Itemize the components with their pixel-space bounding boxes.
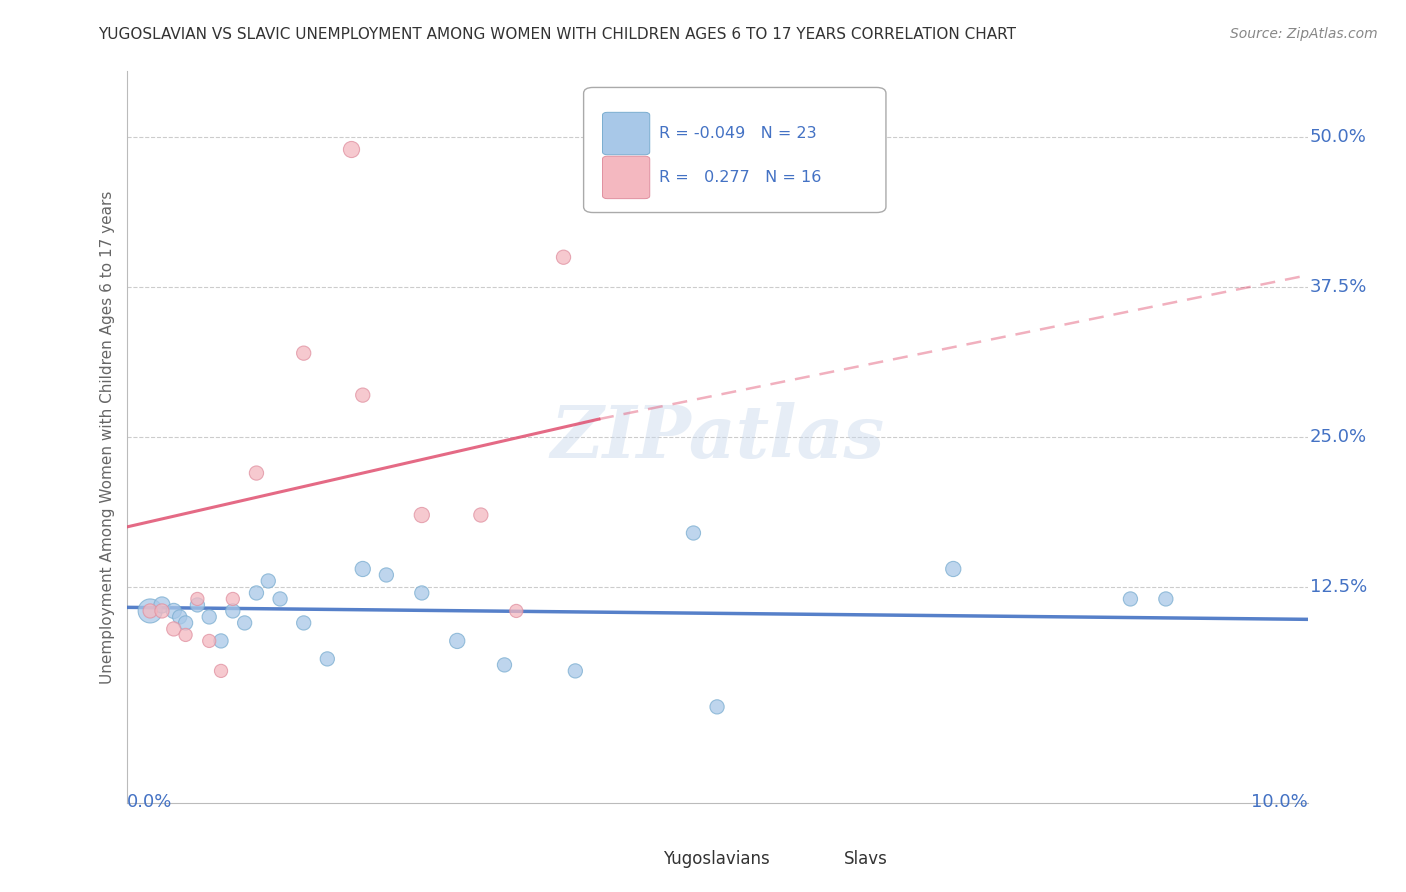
- Point: [163, 604, 186, 618]
- FancyBboxPatch shape: [583, 87, 886, 212]
- Point: [340, 142, 363, 156]
- Point: [186, 598, 208, 612]
- Point: [411, 586, 433, 600]
- Point: [233, 615, 256, 630]
- Point: [564, 664, 586, 678]
- Point: [169, 610, 191, 624]
- Text: 37.5%: 37.5%: [1310, 278, 1367, 296]
- Point: [209, 664, 232, 678]
- Point: [198, 610, 221, 624]
- Text: Slavs: Slavs: [844, 850, 887, 868]
- Text: ZIPatlas: ZIPatlas: [550, 401, 884, 473]
- FancyBboxPatch shape: [610, 842, 654, 876]
- Point: [292, 615, 315, 630]
- Point: [446, 634, 468, 648]
- Point: [553, 250, 575, 264]
- Point: [139, 604, 162, 618]
- Point: [352, 562, 374, 576]
- Point: [411, 508, 433, 522]
- Point: [942, 562, 965, 576]
- Point: [245, 586, 267, 600]
- Text: R = -0.049   N = 23: R = -0.049 N = 23: [659, 126, 817, 141]
- Point: [505, 604, 527, 618]
- Point: [150, 604, 173, 618]
- Text: 0.0%: 0.0%: [127, 793, 172, 811]
- Text: 12.5%: 12.5%: [1310, 578, 1367, 596]
- FancyBboxPatch shape: [603, 156, 650, 199]
- FancyBboxPatch shape: [790, 842, 835, 876]
- Point: [139, 604, 162, 618]
- Point: [222, 604, 245, 618]
- Point: [198, 634, 221, 648]
- Text: 50.0%: 50.0%: [1310, 128, 1367, 146]
- Point: [174, 615, 197, 630]
- Point: [163, 622, 186, 636]
- Point: [375, 568, 398, 582]
- Point: [316, 652, 339, 666]
- Point: [352, 388, 374, 402]
- Point: [1119, 591, 1142, 606]
- Point: [209, 634, 232, 648]
- Point: [174, 628, 197, 642]
- Text: R =   0.277   N = 16: R = 0.277 N = 16: [659, 169, 821, 185]
- Point: [706, 699, 728, 714]
- Point: [682, 526, 704, 541]
- Text: 10.0%: 10.0%: [1251, 793, 1308, 811]
- Point: [269, 591, 291, 606]
- Point: [186, 591, 208, 606]
- Text: Source: ZipAtlas.com: Source: ZipAtlas.com: [1230, 27, 1378, 41]
- Point: [245, 466, 267, 480]
- Point: [1154, 591, 1177, 606]
- Point: [494, 657, 516, 672]
- Text: YUGOSLAVIAN VS SLAVIC UNEMPLOYMENT AMONG WOMEN WITH CHILDREN AGES 6 TO 17 YEARS : YUGOSLAVIAN VS SLAVIC UNEMPLOYMENT AMONG…: [98, 27, 1017, 42]
- Point: [257, 574, 280, 588]
- FancyBboxPatch shape: [603, 112, 650, 154]
- Y-axis label: Unemployment Among Women with Children Ages 6 to 17 years: Unemployment Among Women with Children A…: [100, 190, 115, 684]
- Point: [222, 591, 245, 606]
- Point: [150, 598, 173, 612]
- Point: [292, 346, 315, 360]
- Text: Yugoslavians: Yugoslavians: [662, 850, 769, 868]
- Text: 25.0%: 25.0%: [1310, 428, 1367, 446]
- Point: [470, 508, 492, 522]
